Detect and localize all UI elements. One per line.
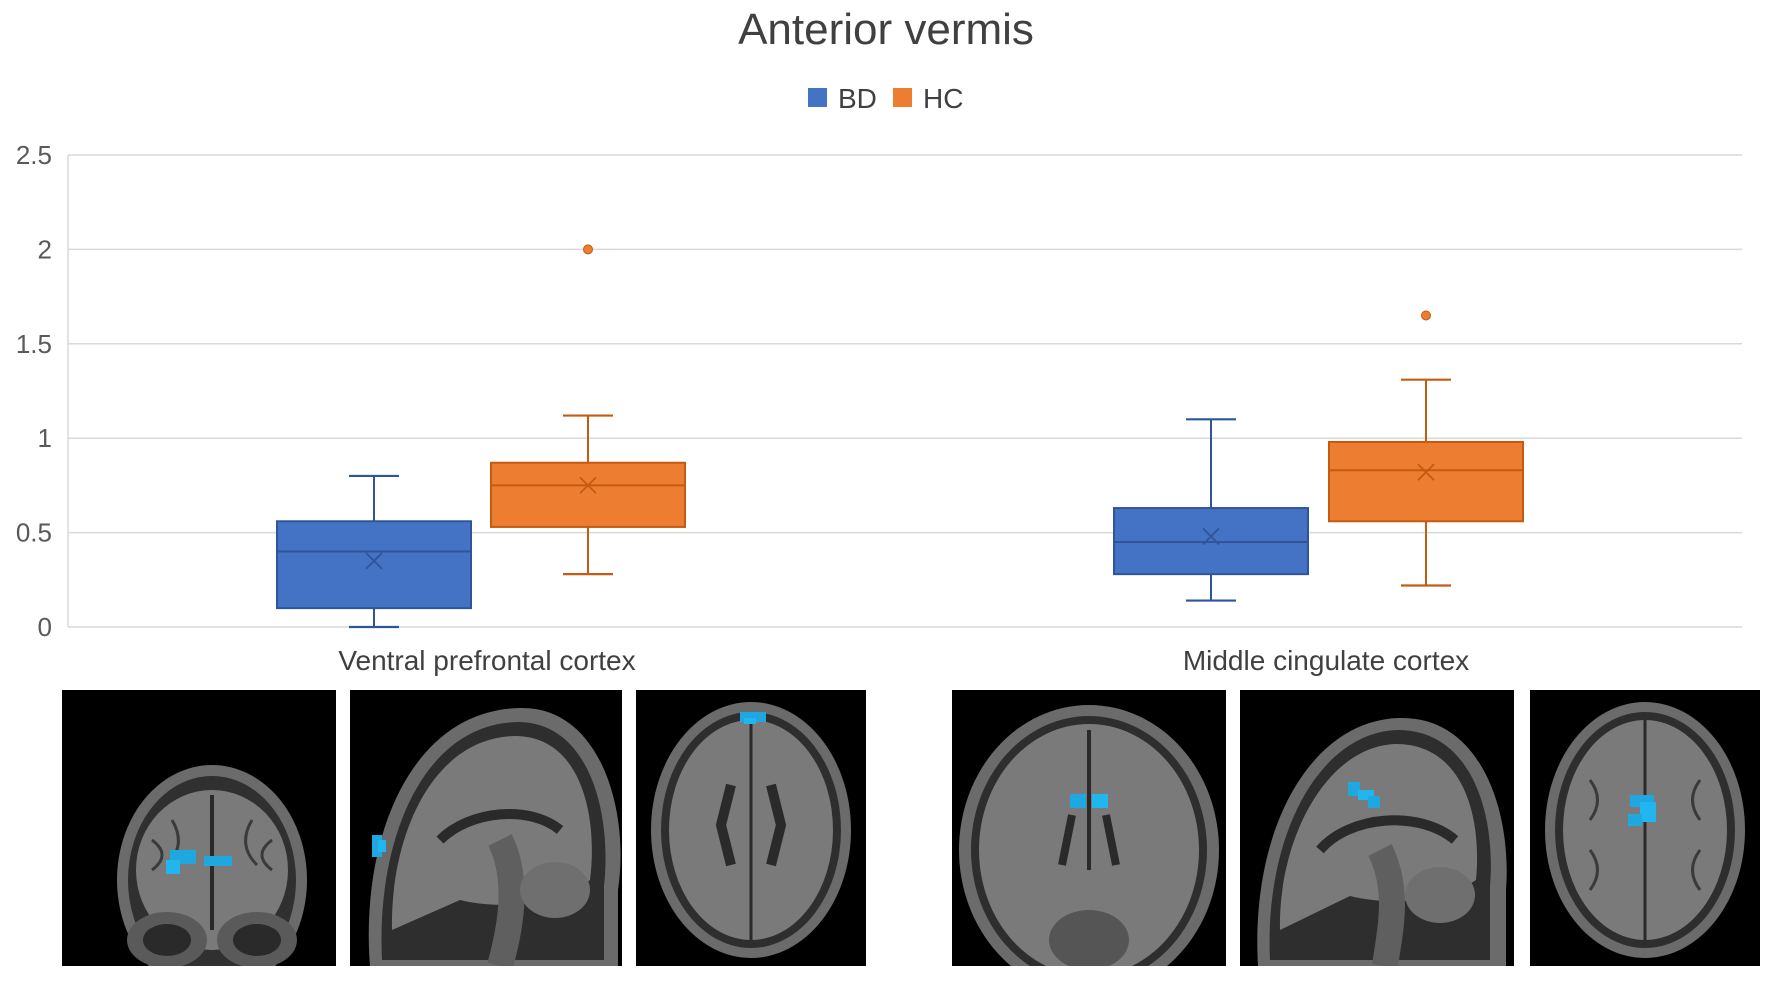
box-plot-chart: Anterior vermis BD HC 0 0.5 1 1.5 2 2.5 Ventra…: [16, 5, 1742, 676]
brain-axial-icon: [651, 702, 851, 958]
brain-image-vpfc-coronal: [62, 690, 336, 966]
y-tick-label: 1: [38, 423, 52, 453]
iqr-box: [276, 520, 472, 610]
brain-sagittal-icon: [1257, 717, 1507, 966]
category-label: Ventral prefrontal cortex: [338, 645, 635, 676]
legend-label-bd: BD: [838, 83, 877, 114]
legend-swatch-bd: [808, 88, 827, 107]
legend: BD HC: [808, 83, 963, 114]
brain-axial-icon: [1545, 702, 1745, 958]
y-tick-label: 1.5: [16, 329, 52, 359]
brain-image-mcc-axial: [1530, 690, 1760, 966]
outlier-point: [583, 244, 593, 255]
outlier-point: [1421, 310, 1431, 321]
box-hc-0: [490, 244, 686, 576]
legend-swatch-hc: [893, 88, 912, 107]
box-bd-1: [1113, 418, 1309, 602]
y-axis-ticks: 0 0.5 1 1.5 2 2.5: [16, 140, 52, 642]
brain-image-vpfc-axial: [636, 690, 866, 966]
brain-image-mcc-coronal: [952, 690, 1226, 966]
mean-marker: [1202, 527, 1220, 546]
chart-title: Anterior vermis: [738, 5, 1034, 54]
brain-coronal-icon: [959, 705, 1219, 966]
category-labels: Ventral prefrontal cortex Middle cingulat…: [338, 645, 1469, 676]
mean-marker: [579, 476, 597, 495]
brain-image-mcc-sagittal: [1240, 690, 1514, 966]
iqr-box: [490, 461, 686, 528]
category-label: Middle cingulate cortex: [1183, 645, 1469, 676]
box-hc-1: [1328, 310, 1524, 587]
y-tick-label: 2.5: [16, 140, 52, 170]
mean-marker: [365, 552, 383, 570]
y-tick-label: 0: [38, 612, 52, 642]
brain-sagittal-icon: [368, 707, 621, 966]
box-series: [276, 244, 1524, 629]
brain-coronal-icon: [117, 765, 307, 966]
brain-image-vpfc-sagittal: [350, 690, 622, 966]
mean-marker: [1417, 463, 1435, 481]
box-bd-0: [276, 474, 472, 629]
y-tick-label: 2: [38, 234, 52, 264]
iqr-box: [1328, 440, 1524, 523]
y-tick-label: 0.5: [16, 518, 52, 548]
legend-label-hc: HC: [923, 83, 963, 114]
